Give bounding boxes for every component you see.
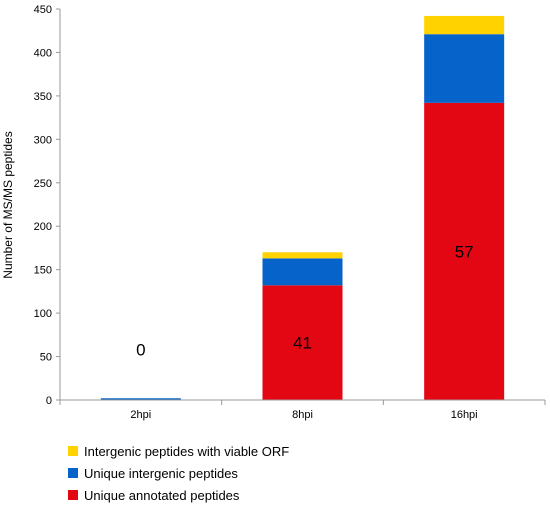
y-tick-label: 450 bbox=[34, 4, 52, 16]
legend-swatch bbox=[68, 490, 78, 500]
legend-swatch bbox=[68, 446, 78, 456]
y-axis-ticks: 0 50 100 150 200 250 300 350 400 450 bbox=[34, 4, 60, 407]
y-tick-label: 0 bbox=[46, 395, 52, 407]
legend-item: Unique intergenic peptides bbox=[68, 462, 289, 484]
bars-layer bbox=[100, 15, 505, 400]
bar-segment bbox=[262, 258, 343, 286]
legend-label: Intergenic peptides with viable ORF bbox=[84, 443, 290, 459]
y-tick-label: 400 bbox=[34, 47, 52, 59]
stacked-bar-chart: 0 50 100 150 200 250 300 350 400 450 2hpi 8hpi 16hp… bbox=[1, 4, 546, 421]
x-tick-label: 16hpi bbox=[451, 409, 478, 421]
y-tick-label: 300 bbox=[34, 134, 52, 146]
legend-label: Unique annotated peptides bbox=[84, 487, 240, 503]
y-tick-label: 200 bbox=[34, 221, 52, 233]
legend-item: Intergenic peptides with viable ORF bbox=[68, 440, 289, 462]
y-tick-label: 250 bbox=[34, 178, 52, 190]
y-tick-label: 100 bbox=[34, 308, 52, 320]
legend-swatch bbox=[68, 468, 78, 478]
legend-label: Unique intergenic peptides bbox=[84, 465, 238, 481]
y-tick-label: 150 bbox=[34, 265, 52, 277]
bar-segment bbox=[262, 285, 343, 400]
bar-segment bbox=[262, 252, 343, 259]
x-axis-ticks: 2hpi 8hpi 16hpi bbox=[59, 400, 546, 421]
y-tick-label: 350 bbox=[34, 91, 52, 103]
bar-segment bbox=[424, 34, 505, 103]
data-label: 57 bbox=[455, 242, 474, 261]
data-label: 0 bbox=[136, 340, 145, 359]
legend: Intergenic peptides with viable ORF Uniqu… bbox=[68, 440, 289, 506]
legend-item: Unique annotated peptides bbox=[68, 484, 289, 506]
x-tick-label: 8hpi bbox=[292, 409, 313, 421]
y-tick-label: 50 bbox=[40, 352, 52, 364]
data-labels: 0 41 57 bbox=[136, 242, 474, 359]
bar-segment bbox=[424, 102, 505, 400]
bar-segment bbox=[424, 15, 505, 35]
bar-segment bbox=[100, 398, 181, 400]
y-axis-label: Number of MS/MS peptides bbox=[1, 131, 15, 278]
data-label: 41 bbox=[293, 334, 312, 353]
x-tick-label: 2hpi bbox=[130, 409, 151, 421]
